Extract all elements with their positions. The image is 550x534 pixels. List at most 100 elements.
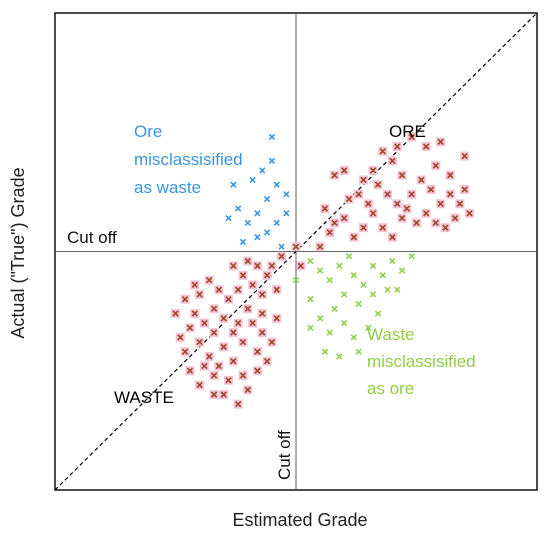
data-point bbox=[407, 189, 417, 199]
data-point bbox=[350, 334, 358, 341]
point-marker bbox=[254, 234, 261, 241]
data-point bbox=[455, 199, 465, 209]
point-marker bbox=[254, 367, 261, 374]
data-point bbox=[238, 371, 248, 381]
data-point bbox=[363, 199, 373, 209]
data-point bbox=[445, 170, 455, 180]
data-point bbox=[244, 219, 251, 227]
data-point bbox=[243, 256, 253, 266]
data-point bbox=[339, 165, 349, 175]
point-marker bbox=[307, 324, 314, 331]
data-point bbox=[330, 170, 340, 180]
point-marker bbox=[210, 372, 218, 379]
point-marker bbox=[263, 358, 271, 365]
data-point bbox=[190, 280, 200, 290]
data-point bbox=[219, 390, 229, 400]
data-point bbox=[228, 261, 238, 271]
point-marker bbox=[316, 315, 324, 322]
data-point bbox=[431, 161, 441, 171]
point-marker bbox=[369, 167, 377, 174]
data-point bbox=[296, 261, 306, 271]
point-marker bbox=[350, 334, 358, 341]
point-marker bbox=[249, 281, 256, 289]
point-marker bbox=[365, 324, 372, 331]
data-point bbox=[436, 137, 446, 147]
point-marker bbox=[369, 291, 377, 298]
data-point bbox=[272, 285, 282, 295]
data-point bbox=[460, 151, 470, 161]
data-point bbox=[219, 342, 229, 352]
data-point bbox=[325, 227, 335, 237]
data-point bbox=[209, 371, 219, 381]
data-point bbox=[465, 208, 475, 218]
ore-misclassified-line-1: Ore bbox=[134, 122, 162, 141]
point-marker bbox=[268, 157, 276, 165]
data-point bbox=[384, 286, 391, 293]
point-marker bbox=[181, 348, 189, 355]
point-marker bbox=[451, 214, 459, 222]
point-marker bbox=[196, 338, 203, 346]
point-marker bbox=[408, 191, 415, 198]
point-marker bbox=[210, 391, 218, 398]
point-marker bbox=[403, 205, 411, 212]
data-point bbox=[252, 347, 262, 357]
point-marker bbox=[345, 195, 353, 203]
point-marker bbox=[437, 138, 444, 145]
point-marker bbox=[283, 191, 290, 198]
cutoff-label-vertical: Cut off bbox=[275, 430, 294, 480]
ore-misclassified-line-3: as waste bbox=[134, 178, 201, 197]
point-marker bbox=[206, 276, 213, 284]
point-marker bbox=[220, 343, 227, 351]
point-marker bbox=[273, 315, 280, 322]
data-point bbox=[268, 157, 276, 165]
point-marker bbox=[278, 253, 285, 260]
data-point bbox=[368, 165, 378, 175]
point-marker bbox=[350, 272, 358, 279]
data-point bbox=[263, 229, 271, 236]
data-point bbox=[331, 305, 338, 312]
data-point bbox=[252, 366, 262, 376]
data-point bbox=[283, 191, 290, 198]
data-point bbox=[209, 390, 219, 400]
data-point bbox=[180, 294, 190, 304]
data-point bbox=[175, 332, 185, 342]
point-marker bbox=[191, 281, 198, 289]
data-point bbox=[277, 251, 287, 261]
data-point bbox=[257, 289, 267, 299]
data-point bbox=[254, 210, 261, 217]
point-marker bbox=[259, 167, 266, 174]
point-marker bbox=[234, 400, 242, 408]
data-point bbox=[360, 281, 367, 289]
point-marker bbox=[316, 243, 324, 250]
point-marker bbox=[316, 267, 324, 274]
point-marker bbox=[220, 315, 227, 322]
point-marker bbox=[230, 358, 237, 365]
ore-label: ORE bbox=[389, 122, 426, 141]
ore-misclassified-line-2: misclassisified bbox=[134, 150, 243, 169]
series-1 bbox=[171, 132, 475, 409]
point-marker bbox=[408, 133, 415, 141]
data-point bbox=[416, 175, 426, 185]
point-marker bbox=[432, 219, 439, 227]
point-marker bbox=[461, 186, 468, 193]
point-marker bbox=[292, 276, 300, 284]
point-marker bbox=[210, 329, 218, 336]
data-point bbox=[273, 219, 280, 227]
data-point bbox=[195, 337, 205, 347]
data-point bbox=[330, 218, 340, 228]
data-point bbox=[267, 337, 277, 347]
point-marker bbox=[268, 133, 276, 141]
data-point bbox=[321, 348, 329, 355]
data-point bbox=[180, 347, 190, 357]
data-point bbox=[431, 218, 441, 228]
data-point bbox=[283, 210, 290, 217]
data-point bbox=[262, 270, 272, 280]
data-point bbox=[426, 184, 436, 194]
point-marker bbox=[394, 143, 401, 150]
point-marker bbox=[268, 262, 276, 269]
point-marker bbox=[307, 296, 314, 303]
point-marker bbox=[273, 286, 280, 293]
point-marker bbox=[321, 205, 329, 212]
data-point bbox=[350, 272, 358, 279]
point-marker bbox=[336, 262, 343, 269]
